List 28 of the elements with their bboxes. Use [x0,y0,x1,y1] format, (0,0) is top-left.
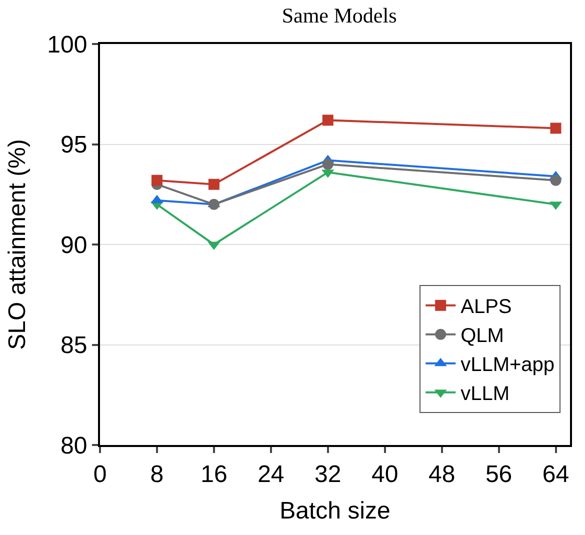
y-tick-label: 80 [60,432,88,460]
x-tick-label: 8 [150,460,164,488]
point [151,174,162,186]
x-axis-title: Batch size [280,498,390,525]
x-tick-label: 64 [542,460,570,488]
point [550,122,562,134]
point [550,174,562,186]
y-tick-label: 100 [47,31,88,58]
legend-label: vLLM+app [460,354,555,376]
y-axis-title: SLO attainment (%) [4,139,31,350]
legend-label: QLM [460,325,504,348]
y-tick-label: 90 [60,232,88,259]
point [322,158,334,170]
legend-label: ALPS [460,296,512,318]
x-tick-label: 48 [428,460,456,488]
chart-title: Same Models [282,4,397,28]
x-tick-label: 16 [200,460,228,488]
x-tick-label: 40 [372,460,398,488]
x-tick-label: 32 [314,460,342,488]
point [208,178,220,190]
x-tick-label: 0 [93,460,107,488]
legend-label: vLLM [460,383,510,406]
x-tick-label: 24 [258,460,284,488]
point [208,198,220,210]
x-tick-label: 56 [485,460,512,488]
point [322,114,334,126]
y-tick-label: 95 [60,132,88,159]
y-tick-label: 85 [60,332,88,360]
